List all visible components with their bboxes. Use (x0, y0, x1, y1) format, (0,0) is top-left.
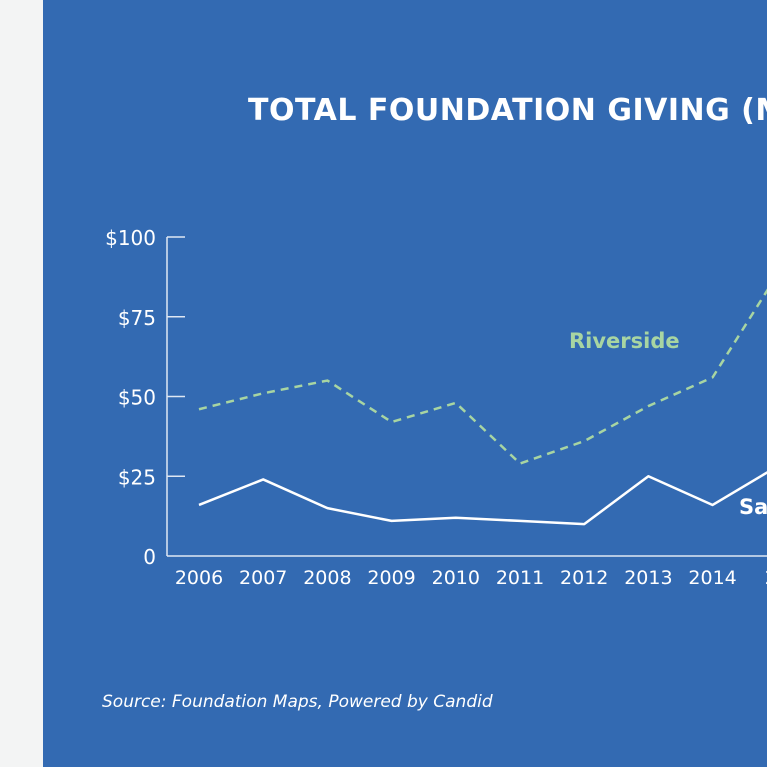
series-lines (198, 288, 767, 526)
series-line-second (198, 471, 767, 526)
y-tick-label: $25 (118, 465, 156, 489)
y-tick-label: 0 (143, 545, 156, 569)
x-tick-label: 20 (765, 567, 767, 589)
chart-axes (166, 237, 767, 557)
x-tick-label: 2012 (560, 567, 608, 589)
y-tick-label: $75 (118, 306, 156, 330)
x-tick-label: 2008 (303, 567, 351, 589)
y-tick-label: $100 (105, 226, 156, 250)
series-label-second: Sa (739, 495, 767, 519)
x-tick-label: 2011 (496, 567, 544, 589)
y-axis-ticks: 0 $25 $50 $75 $100 (105, 226, 185, 569)
series-labels: Riverside Sa (569, 329, 767, 519)
x-tick-label: 2009 (367, 567, 415, 589)
x-axis-ticks: 2006 2007 2008 2009 2010 2011 2012 2013 2014 20 (175, 567, 767, 589)
source-note: Source: Foundation Maps, Powered by Cand… (102, 692, 493, 712)
x-tick-label: 2013 (624, 567, 672, 589)
x-tick-label: 2014 (688, 567, 736, 589)
x-tick-label: 2010 (432, 567, 480, 589)
chart-panel: TOTAL FOUNDATION GIVING (MILL 0 $25 $50 $75… (43, 0, 767, 767)
series-line-riverside (198, 288, 767, 465)
chart-title: TOTAL FOUNDATION GIVING (MILL (248, 93, 767, 128)
chart-svg: TOTAL FOUNDATION GIVING (MILL 0 $25 $50 $75… (102, 93, 767, 712)
series-label-riverside: Riverside (569, 329, 680, 353)
y-tick-label: $50 (118, 386, 156, 410)
x-tick-label: 2006 (175, 567, 223, 589)
x-tick-label: 2007 (239, 567, 287, 589)
